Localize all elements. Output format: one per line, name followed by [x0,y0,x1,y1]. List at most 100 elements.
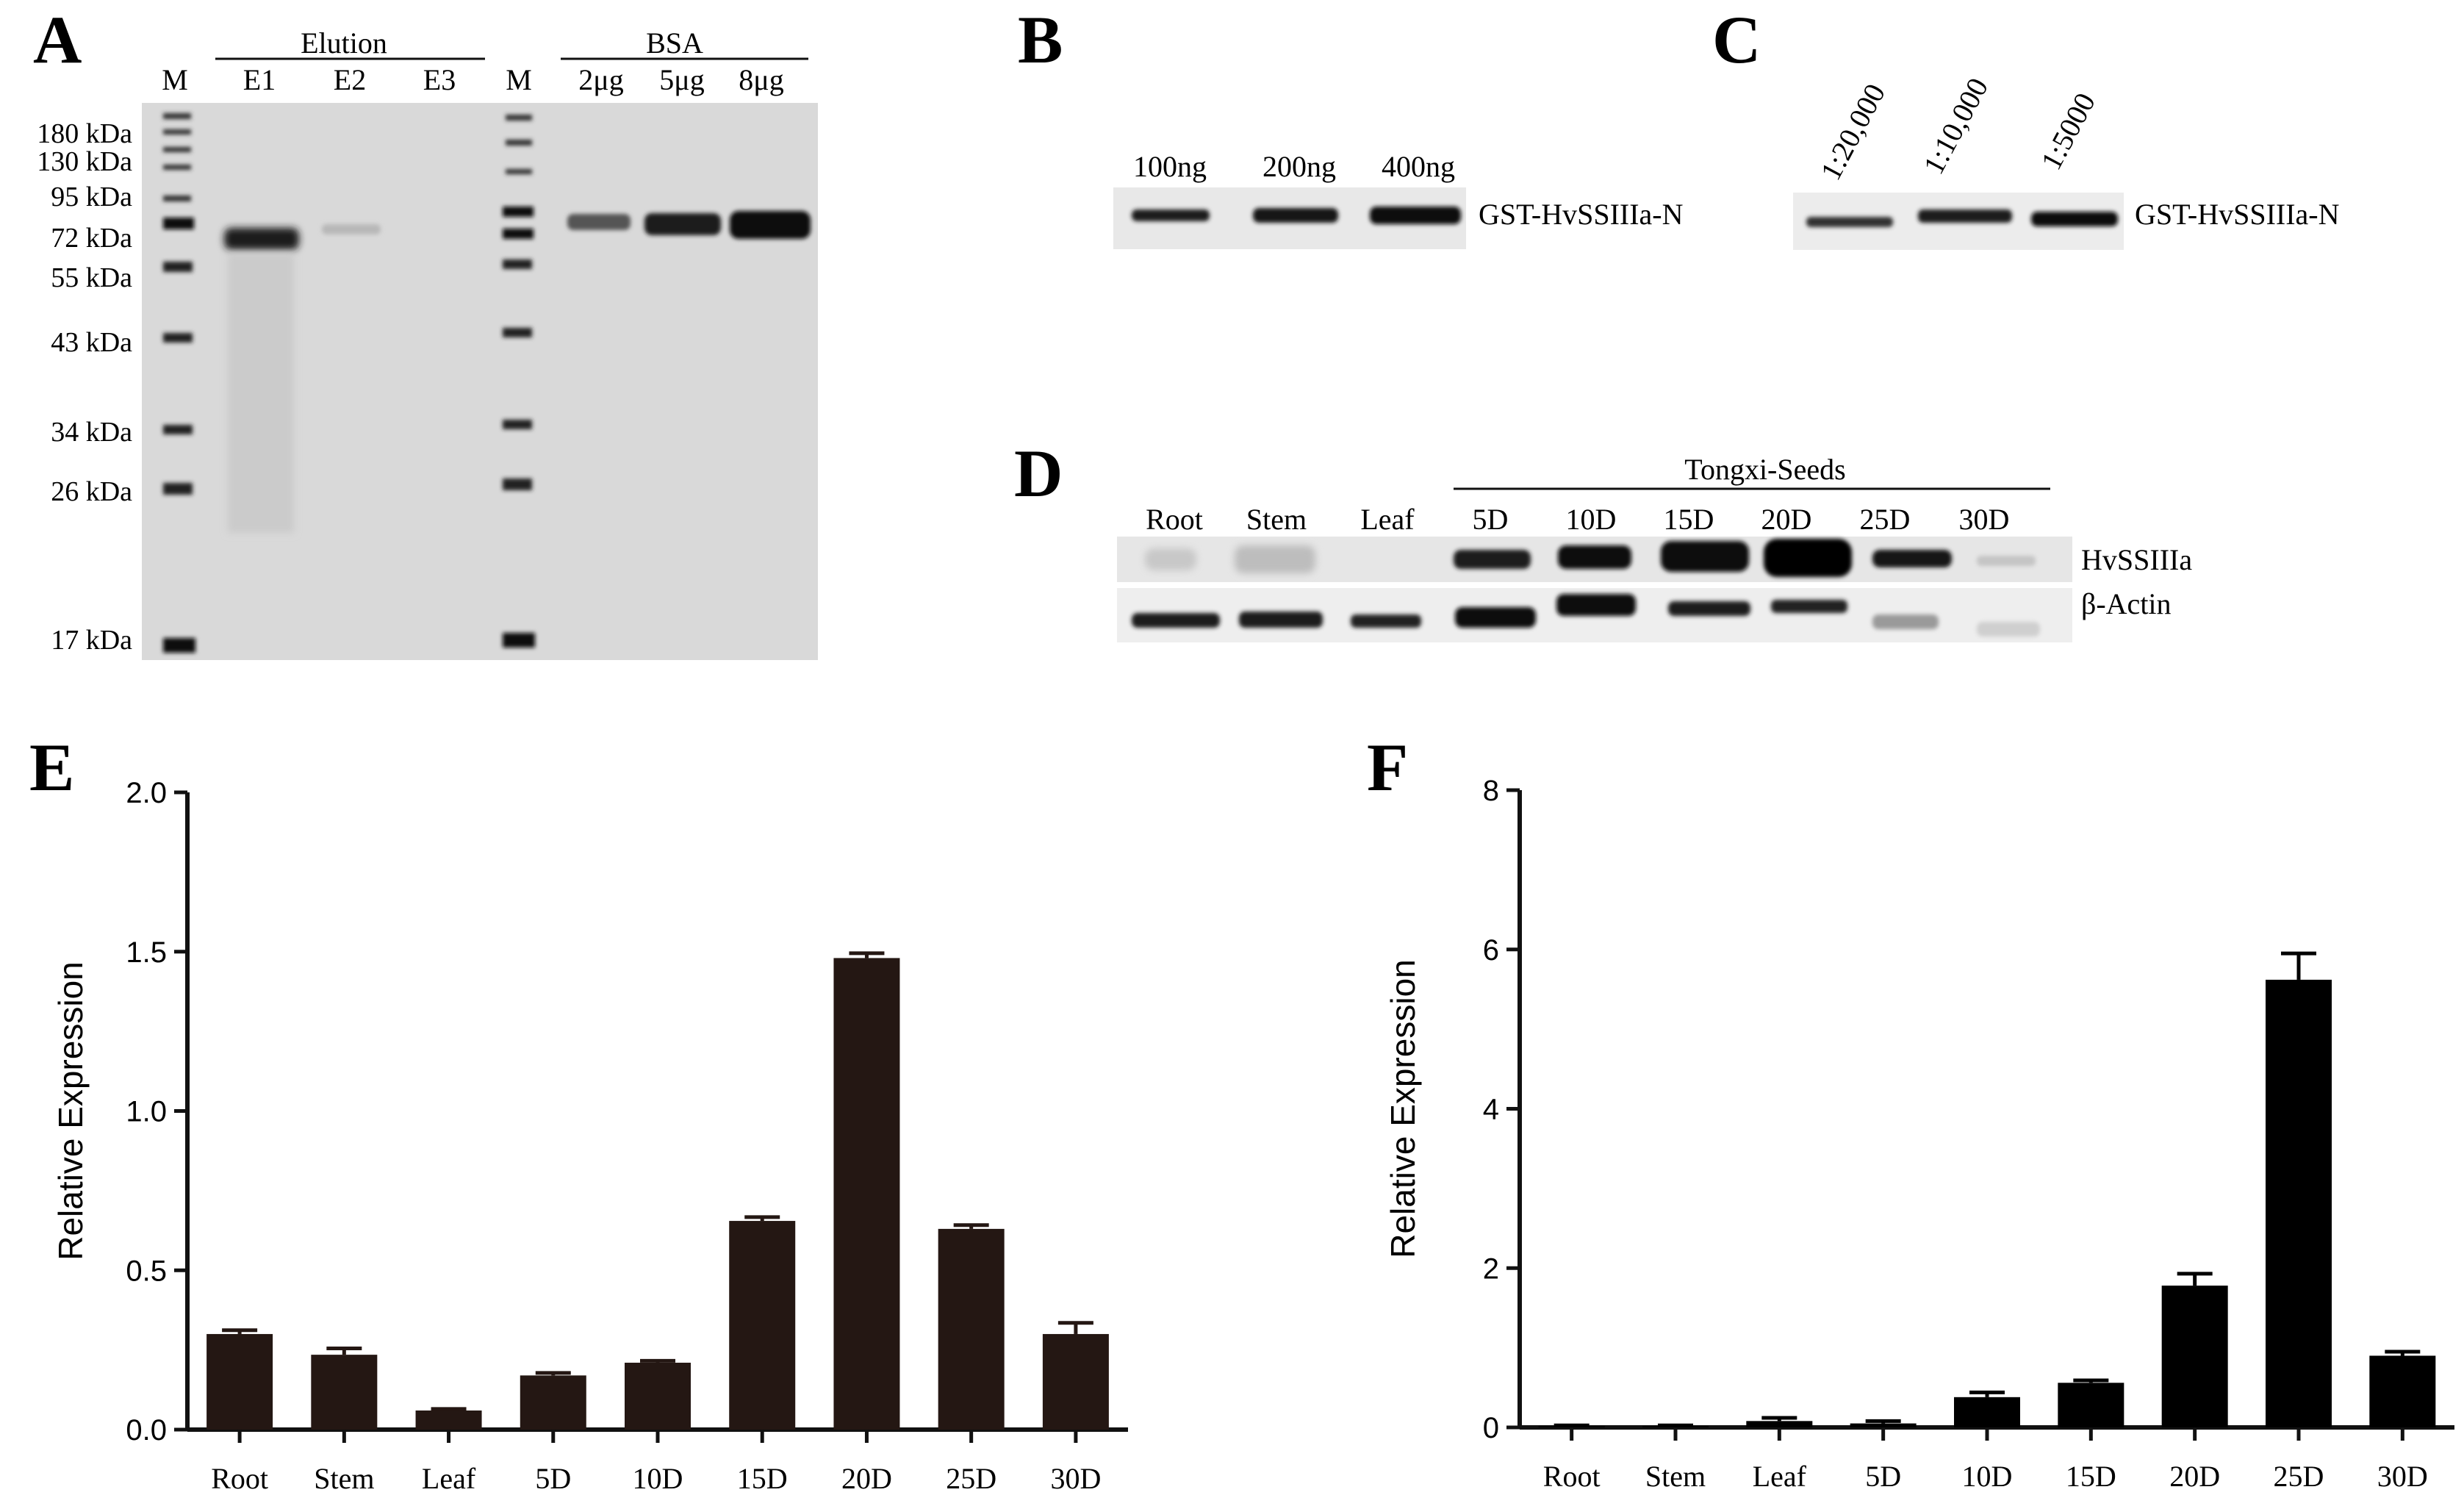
panel-b: B 100ng 200ng 400ng GST-HvSSIIIa-N [1018,2,1684,249]
lane-label-e1: E1 [243,63,276,96]
x-tick-label: 30D [2377,1460,2428,1493]
panel-e-letter: E [29,730,74,805]
lane-label-1-10000: 1:10,000 [1917,72,1994,179]
y-axis-title: Relative Expression [51,961,90,1261]
lane-label-stem: Stem [1246,503,1307,536]
chart-e: 0.0 0.5 1.0 1.5 2.0 Relative Expression Root St… [51,777,1128,1495]
y-tick-label: 6 [1483,934,1499,967]
bar [625,1362,691,1430]
blot-b [1113,187,1466,249]
mw-label-130: 130 kDa [37,146,132,177]
chart-f: 0 2 4 6 8 Relative Expression Root Stem Leaf 5D 10… [1384,775,2454,1493]
x-tick-label: Root [211,1462,268,1495]
bar [206,1333,273,1430]
x-tick-label: Leaf [1753,1460,1807,1493]
mw-label-180: 180 kDa [37,118,132,149]
band-bsa-8ug [730,211,811,239]
x-tick-label: 15D [2066,1460,2116,1493]
bar [1042,1333,1109,1430]
panel-b-letter: B [1018,2,1063,77]
y-axis-title: Relative Expression [1384,959,1422,1258]
lane-label-e3: E3 [423,63,456,96]
protein-label-c: GST-HvSSIIIa-N [2135,198,2340,231]
panel-d: D Tongxi-Seeds Root Stem Leaf 5D 10D 15D… [1014,436,2192,642]
lane-label-root: Root [1146,503,1203,536]
panel-c-letter: C [1712,2,1761,77]
blot-c [1793,193,2124,250]
mw-label-17: 17 kDa [51,625,132,656]
bar [311,1355,378,1430]
lane-label-20d: 20D [1761,503,1812,536]
bar [2266,979,2332,1427]
bsa-group-label: BSA [646,26,703,60]
lane-label-marker: M [162,63,188,96]
x-tick-label: 5D [535,1462,571,1495]
mw-label-43: 43 kDa [51,327,132,358]
bar [938,1228,1005,1430]
panel-c: C 1:20,000 1:10,000 1:5000 GST-HvSSIIIa-… [1712,2,2340,250]
x-tick-label: 25D [2274,1460,2324,1493]
x-tick-label: Stem [1645,1460,1706,1493]
y-tick-label: 1.0 [126,1096,167,1128]
band-e2 [322,224,381,234]
y-tick-label: 2 [1483,1252,1499,1285]
blot-d-hvssiiia [1117,537,2072,582]
panel-a-letter: A [33,2,82,77]
protein-label-b: GST-HvSSIIIa-N [1479,198,1684,231]
lane-label-25d: 25D [1860,503,1911,536]
bar [2161,1286,2228,1427]
x-tick-label: 20D [841,1462,892,1495]
lane-label-bsa-2ug: 2μg [578,63,623,96]
x-tick-label: 10D [1962,1460,2013,1493]
x-tick-label: 25D [946,1462,996,1495]
lane-label-100ng: 100ng [1133,150,1207,183]
x-tick-label: 20D [2169,1460,2220,1493]
protein-label-actin: β-Actin [2081,587,2172,620]
lane-label-bsa-5ug: 5μg [659,63,704,96]
bar [1746,1421,1813,1427]
y-tick-label: 0.5 [126,1255,167,1287]
lane-label-leaf: Leaf [1360,503,1415,536]
bar [2369,1355,2436,1427]
mw-label-34: 34 kDa [51,417,132,448]
protein-label-hvssiiia: HvSSIIIa [2081,543,2192,576]
band-e1 [224,228,299,250]
lane-label-1-5000: 1:5000 [2034,87,2102,175]
lane-label-10d: 10D [1566,503,1617,536]
lane-label-1-20000: 1:20,000 [1814,78,1892,185]
lane-label-bsa-8ug: 8μg [739,63,783,96]
sds-page-gel [142,103,818,660]
x-tick-label: 5D [1865,1460,1901,1493]
bar [729,1221,796,1430]
lane-label-30d: 30D [1959,503,2010,536]
y-tick-label: 1.5 [126,936,167,969]
x-tick-label: 30D [1050,1462,1101,1495]
panel-a: A Elution BSA M E1 E2 E3 M 2μg 5μg 8μg 1… [33,2,818,660]
bar [415,1410,482,1430]
y-tick-label: 8 [1483,775,1499,807]
x-tick-label: Leaf [422,1462,476,1495]
panel-d-letter: D [1014,436,1063,511]
panel-f-letter: F [1367,730,1408,805]
bar [520,1375,586,1430]
lane-label-5d: 5D [1473,503,1509,536]
smear-e1 [228,254,294,533]
bar [1954,1397,2020,1427]
mw-label-72: 72 kDa [51,223,132,254]
lane-label-marker-2: M [506,63,532,96]
y-tick-label: 0 [1483,1412,1499,1444]
mw-label-95: 95 kDa [51,182,132,212]
mw-label-26: 26 kDa [51,476,132,507]
mw-label-55: 55 kDa [51,262,132,293]
elution-group-label: Elution [301,26,387,60]
x-tick-label: 10D [633,1462,683,1495]
tongxi-group-label: Tongxi-Seeds [1684,453,1845,486]
x-tick-label: 15D [737,1462,788,1495]
x-tick-label: Root [1543,1460,1601,1493]
bar [2058,1383,2124,1427]
lane-label-15d: 15D [1664,503,1714,536]
bar [1850,1423,1917,1427]
x-tick-label: Stem [314,1462,374,1495]
y-tick-label: 0.0 [126,1414,167,1447]
